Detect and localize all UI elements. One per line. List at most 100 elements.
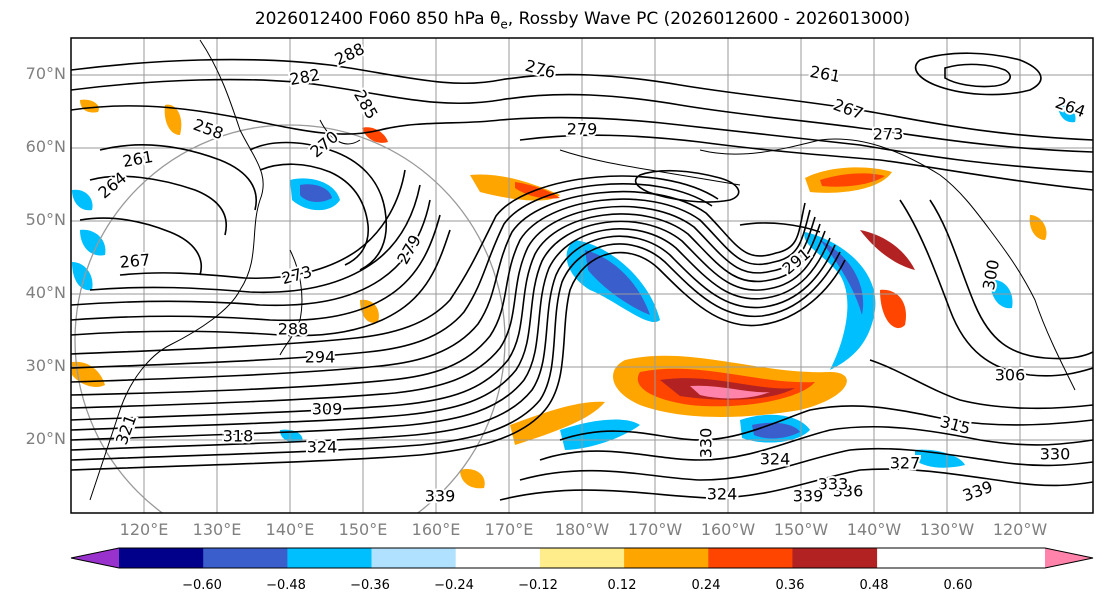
colorbar-extend-right <box>1045 548 1093 568</box>
negative-anomaly-west-3 <box>72 189 93 211</box>
positive-anomaly-south-mid <box>460 469 485 489</box>
map-title: 2026012400 F060 850 hPa θe, Rossby Wave … <box>254 9 911 32</box>
contour-label: 273 <box>280 262 314 288</box>
positive-anomaly-west-4 <box>164 104 182 135</box>
colorbar-tick-label: −0.12 <box>518 578 558 593</box>
contour-label: 285 <box>350 87 382 123</box>
colorbar-tick-label: −0.36 <box>350 578 390 593</box>
contour-label: 324 <box>760 450 791 469</box>
colorbar <box>70 547 1094 569</box>
contour-label: 315 <box>938 412 972 438</box>
colorbar-tick-label: 0.48 <box>859 578 889 593</box>
lon-label-140w: 140°W <box>846 520 902 539</box>
lon-label-150w: 150°W <box>773 520 829 539</box>
contour-label: 339 <box>793 487 824 506</box>
lon-label-170e: 170°E <box>484 520 534 539</box>
positive-anomaly-west-5 <box>80 99 99 113</box>
contour-label: 333 <box>818 475 849 494</box>
negative-anomaly-south <box>560 419 640 450</box>
positive-anomaly-gulf <box>860 230 915 270</box>
contour-label: 258 <box>191 115 226 143</box>
contour-label: 339 <box>960 477 995 505</box>
lon-label-140e: 140°E <box>265 520 315 539</box>
contour-label: 264 <box>95 168 131 202</box>
lon-label-160w: 160°W <box>700 520 756 539</box>
lat-label-70n: 70°N <box>25 64 66 83</box>
negative-anomaly-east-1 <box>1058 104 1076 123</box>
lat-label-60n: 60°N <box>25 137 66 156</box>
colorbar-tick-label: 0.36 <box>775 578 805 593</box>
lon-label-120e: 120°E <box>119 520 169 539</box>
lat-label-40n: 40°N <box>25 283 66 302</box>
colorbar-segment <box>708 548 793 568</box>
lon-label-180w: 180°W <box>554 520 610 539</box>
positive-anomaly-east-1 <box>1029 215 1047 240</box>
map-frame <box>70 37 1094 514</box>
lon-label-170w: 170°W <box>627 520 683 539</box>
colorbar-segment <box>539 548 625 568</box>
contour-label: 267 <box>831 95 866 123</box>
contour-label: 267 <box>119 250 151 272</box>
negative-anomaly-east-3 <box>915 449 965 468</box>
contour-label: 273 <box>873 125 904 144</box>
lat-label-30n: 30°N <box>25 356 66 375</box>
coastlines <box>89 39 1076 501</box>
contour-label: 321 <box>112 412 140 447</box>
lat-label-50n: 50°N <box>25 210 66 229</box>
lon-label-150e: 150°E <box>338 520 388 539</box>
colorbar-segment <box>455 548 541 568</box>
contour-label: 327 <box>890 454 921 473</box>
colorbar-segment <box>203 548 288 568</box>
contour-label: 291 <box>779 244 815 278</box>
negative-anomaly-south-west <box>280 429 303 443</box>
positive-anomaly-northeast-inner <box>820 173 885 187</box>
colorbar-segment <box>287 548 373 568</box>
contour-label: 306 <box>995 366 1026 385</box>
lon-label-120w: 120°W <box>992 520 1048 539</box>
colorbar-segment <box>624 548 709 568</box>
contour-label: 336 <box>833 482 864 501</box>
positive-anomaly-max <box>690 385 770 399</box>
contour-label: 309 <box>312 400 343 419</box>
colorbar-tick-label: −0.48 <box>266 578 306 593</box>
contour-label: 330 <box>1040 445 1071 464</box>
theta-e-contours <box>71 52 1093 501</box>
contour-label: 324 <box>307 438 338 457</box>
lat-label-20n: 20°N <box>25 429 66 448</box>
colorbar-segment <box>119 548 204 568</box>
positive-anomaly-midpac <box>360 299 379 323</box>
colorbar-extend-left <box>71 548 119 568</box>
contour-label: 324 <box>707 485 738 504</box>
colorbar-tick-label: −0.24 <box>434 578 474 593</box>
negative-anomaly-west-1 <box>80 229 106 256</box>
positive-anomaly-central <box>510 401 605 445</box>
negative-anomaly-east <box>804 232 876 370</box>
contour-label: 339 <box>425 487 456 506</box>
contour-label: 261 <box>808 62 841 86</box>
contour-label: 294 <box>305 348 336 367</box>
colorbar-tick-label: −0.60 <box>182 578 222 593</box>
contour-label: 330 <box>697 428 716 459</box>
negative-anomaly-east-inner <box>820 240 864 315</box>
colorbar-segment <box>371 548 457 568</box>
colorbar-tick-label: 0.60 <box>943 578 973 593</box>
negative-anomaly-west-2 <box>72 262 93 291</box>
positive-anomaly-coast <box>880 289 906 329</box>
negative-anomaly-japan-inner <box>300 184 332 202</box>
negative-anomaly-arc-inner <box>585 250 650 315</box>
contour-label: 264 <box>1053 93 1088 121</box>
colorbar-segment <box>792 548 878 568</box>
contour-label: 288 <box>332 39 368 69</box>
colorbar-outline <box>70 547 1094 569</box>
contour-label: 279 <box>567 120 598 139</box>
contour-label: 261 <box>121 147 154 171</box>
anomaly-shading <box>72 99 1076 489</box>
colorbar-tick-label: 0.12 <box>607 578 637 593</box>
lon-label-130w: 130°W <box>919 520 975 539</box>
colorbar-tick-label: 0.24 <box>691 578 721 593</box>
contour-label: 282 <box>288 65 321 89</box>
lon-label-160e: 160°E <box>411 520 461 539</box>
contour-label: 288 <box>278 320 309 339</box>
contour-label: 318 <box>223 427 254 446</box>
